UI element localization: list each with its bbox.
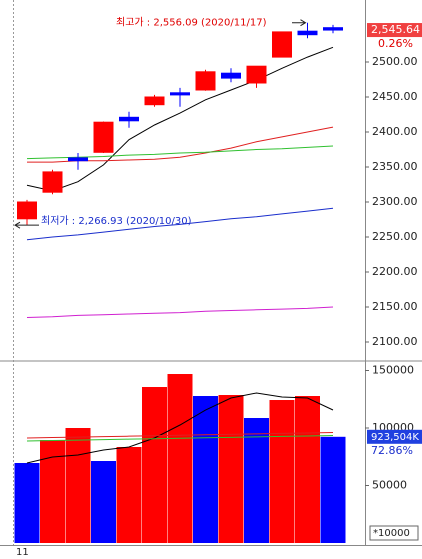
y-tick-label: 2450.00 xyxy=(372,90,418,103)
moving-average xyxy=(26,432,334,439)
high-arrow xyxy=(292,19,307,27)
candle-body xyxy=(119,116,139,122)
volume-bar xyxy=(142,387,167,543)
month-label: 11 xyxy=(16,547,29,558)
candle-body xyxy=(221,72,241,79)
low-annotation: 최저가 : 2,266.93 (2020/10/30) xyxy=(41,215,192,227)
change-label: 0.26% xyxy=(378,37,413,50)
candle-body xyxy=(246,65,267,84)
candle-body xyxy=(42,171,63,193)
moving-average xyxy=(26,435,334,442)
y-tick-label: 2300.00 xyxy=(372,195,418,208)
y-tick-label: 2350.00 xyxy=(372,160,418,173)
last-price-label: 2,545.64 xyxy=(371,23,420,36)
moving-average xyxy=(26,306,334,319)
y-tick-label: 50000 xyxy=(372,479,407,492)
moving-average xyxy=(26,392,334,464)
moving-average xyxy=(26,46,334,192)
volume-bar xyxy=(320,436,346,543)
last-volume-box xyxy=(367,429,422,444)
candle-body xyxy=(68,157,88,162)
candle-body xyxy=(93,121,114,153)
low-arrow xyxy=(14,221,39,229)
unit-label: *10000 xyxy=(373,528,410,539)
volume-bar xyxy=(14,463,40,543)
candle-body xyxy=(272,31,292,58)
y-tick-label: 2500.00 xyxy=(372,55,418,68)
candle-body xyxy=(297,30,318,36)
candle-body xyxy=(195,71,216,91)
unit-box xyxy=(369,525,419,541)
candle-body xyxy=(144,96,165,106)
volume-bar xyxy=(65,428,91,543)
moving-average xyxy=(26,207,334,241)
y-tick-label: 2400.00 xyxy=(372,125,418,138)
volume-bar xyxy=(91,461,116,543)
volume-bar xyxy=(218,395,244,543)
volume-bar xyxy=(269,400,295,543)
volume-bar xyxy=(167,374,193,543)
candle-body xyxy=(170,92,190,96)
candle-body xyxy=(17,201,37,220)
volume-bar xyxy=(116,447,142,543)
volume-bar xyxy=(295,396,320,543)
last-price-box xyxy=(367,23,422,38)
volume-bar xyxy=(193,396,218,543)
volume-bar xyxy=(40,440,65,543)
y-tick-label: 2100.00 xyxy=(372,335,418,348)
y-tick-label: 2250.00 xyxy=(372,230,418,243)
y-tick-label: 150000 xyxy=(372,364,414,377)
candle-body xyxy=(323,27,343,31)
volume-change-label: 72.86% xyxy=(371,444,413,457)
y-tick-label: 2200.00 xyxy=(372,265,418,278)
last-volume-label: 923,504K xyxy=(371,432,419,443)
high-annotation: 최고가 : 2,556.09 (2020/11/17) xyxy=(116,17,267,29)
y-tick-label: 2150.00 xyxy=(372,300,418,313)
volume-bar xyxy=(244,418,269,543)
